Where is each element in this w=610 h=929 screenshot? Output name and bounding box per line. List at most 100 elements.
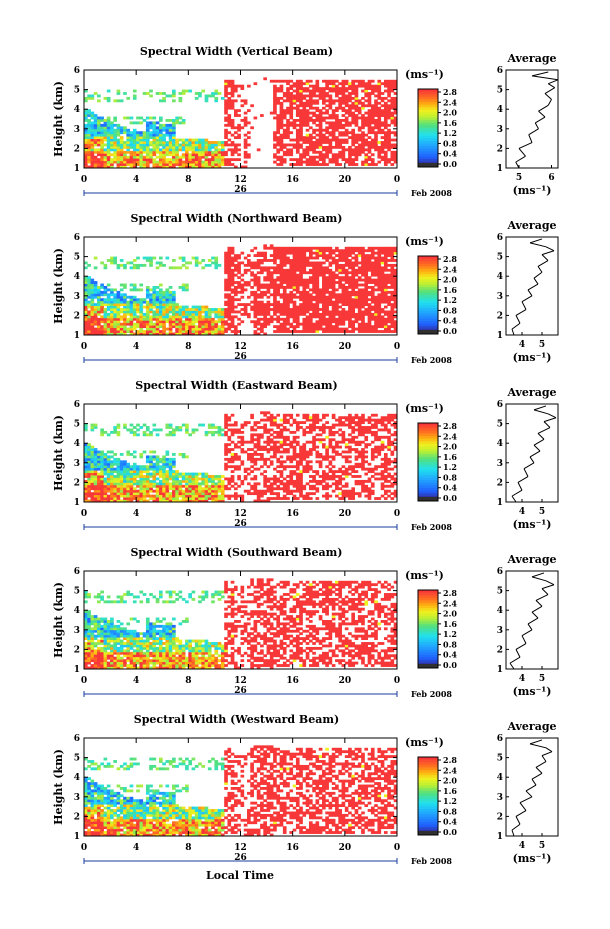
heatmap-cell [331,286,336,289]
heatmap-cell [158,295,163,299]
heatmap-cell [84,312,88,316]
heatmap-cell [322,89,326,93]
heatmap-cell [149,155,153,159]
colorbar-tick-label: 1.6 [443,285,457,295]
heatmap-cell [162,158,166,162]
heatmap-cell [318,325,323,329]
heatmap-cell [201,310,206,314]
heatmap-cell [351,79,356,83]
heatmap-cell [158,494,163,498]
heatmap-cell [354,249,359,253]
heatmap-cell [100,143,104,147]
heatmap-cell [354,268,359,272]
heatmap-cell [351,89,356,93]
heatmap-cell [217,150,222,154]
heatmap-cell [338,150,342,154]
heatmap-cell [97,163,101,166]
heatmap-cell [100,499,104,503]
heatmap-cell [90,145,95,149]
heatmap-cell [172,497,176,500]
heatmap-cell [253,303,258,306]
heatmap-cell [84,322,88,326]
heatmap-cell [292,261,297,265]
heatmap-cell [100,450,104,454]
heatmap-cell [84,281,88,284]
heatmap-cell [191,310,196,314]
heatmap-cell [279,246,284,250]
heatmap-cell [84,126,88,130]
heatmap-cell [383,298,388,302]
heatmap-cell [295,263,300,267]
heatmap-cell [260,308,264,311]
heatmap-cell [165,317,170,321]
heatmap-cell [370,305,375,309]
heatmap-cell [100,283,104,287]
heatmap-cell [185,155,189,159]
heatmap-cell [318,290,323,294]
heatmap-cell [315,283,320,287]
heatmap-cell [263,278,267,282]
heatmap-cell [351,114,356,117]
heatmap-cell [247,254,251,257]
heatmap-cell [87,484,91,488]
heatmap-cell [383,246,388,250]
heatmap-cell [273,92,277,95]
heatmap-cell [322,310,326,314]
colorbar-segment [418,96,438,100]
heatmap-cell [299,330,303,333]
heatmap-cell [185,138,189,142]
heatmap-cell [237,84,241,88]
heatmap-cell [211,160,215,164]
heatmap-cell [90,123,95,127]
heatmap-cell [354,278,359,282]
heatmap-cell [90,472,95,476]
heatmap-cell [201,89,206,93]
heatmap-cell [217,317,222,321]
heatmap-cell [152,470,157,473]
heatmap-cell [110,160,114,164]
heatmap-cell [279,327,284,331]
heatmap-cell [224,310,228,314]
heatmap-cell [357,283,362,287]
heatmap-cell [390,273,395,277]
heatmap-cell [380,82,385,86]
heatmap-cell [344,138,349,142]
heatmap-cell [240,295,245,299]
heatmap-cell [393,246,398,250]
heatmap-cell [315,141,320,144]
heatmap-cell [351,276,356,280]
heatmap-cell [136,433,140,437]
heatmap-cell [198,141,202,144]
heatmap-cell [390,268,395,272]
heatmap-cell [243,305,248,309]
heatmap-cell [344,310,349,314]
heatmap-cell [344,141,349,144]
heatmap-cell [354,303,359,306]
heatmap-cell [247,261,251,265]
heatmap-cell [292,308,297,311]
heatmap-cell [374,320,378,324]
heatmap-cell [250,266,254,270]
heatmap-cell [158,126,163,130]
heatmap-cell [100,148,104,152]
heatmap-cell [90,136,95,139]
heatmap-cell [302,104,307,108]
average-y-tick-label: 3 [497,292,503,302]
heatmap-cell [286,150,290,154]
heatmap-cell [155,155,160,159]
heatmap-cell [145,492,150,496]
heatmap-cell [129,303,134,306]
heatmap-cell [175,332,179,336]
heatmap-cell [224,251,228,255]
heatmap-cell [142,494,147,498]
heatmap-cell [198,325,202,329]
heatmap-cell [273,109,277,113]
heatmap-cell [224,101,228,105]
heatmap-cell [90,470,95,473]
heatmap-cell [295,104,300,108]
heatmap-cell [256,263,261,267]
heatmap-cell [116,89,121,93]
heatmap-cell [172,484,176,488]
average-profile-segment [537,260,549,267]
heatmap-cell [367,263,372,267]
